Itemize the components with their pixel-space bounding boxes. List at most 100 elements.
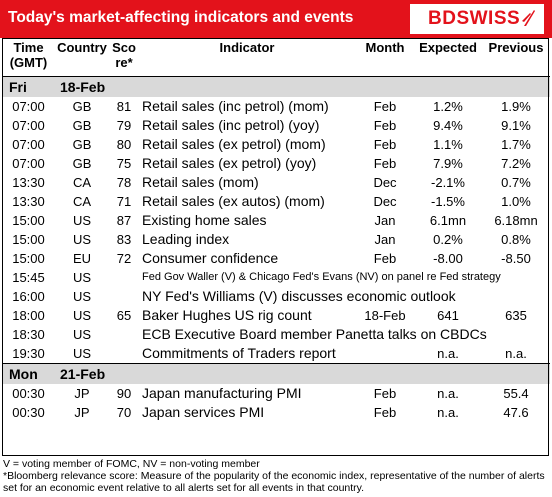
cell-previous: 1.0% — [501, 194, 531, 209]
cell-time: 07:00 — [12, 99, 45, 114]
cell-previous: 9.1% — [501, 118, 531, 133]
cell-expected: 6.1mn — [429, 213, 467, 228]
logo-text: BDSWISS — [428, 8, 521, 29]
footnote-score: *Bloomberg relevance score: Measure of t… — [3, 470, 545, 494]
col-header-indicator: Indicator — [219, 40, 275, 55]
cell-previous: 1.7% — [501, 137, 531, 152]
cell-expected: n.a. — [437, 405, 459, 420]
cell-time: 18:30 — [12, 327, 45, 342]
cell-indicator: Retail sales (ex autos) (mom) — [142, 193, 325, 209]
cell-score: 75 — [116, 156, 132, 171]
day-date: 18-Feb — [54, 76, 138, 97]
day-filler — [138, 363, 550, 384]
cell-expected: 7.9% — [433, 156, 463, 171]
table-row: 18:00 US 65 Baker Hughes US rig count 18-Feb… — [3, 306, 550, 325]
cell-score: 87 — [116, 213, 132, 228]
cell-score — [110, 344, 138, 364]
cell-month: Dec — [373, 175, 397, 190]
day-row: Mon 21-Feb — [3, 363, 550, 384]
cell-country: US — [72, 289, 92, 304]
cell-expected: 0.2% — [433, 232, 463, 247]
cell-indicator: NY Fed's Williams (V) discusses economic… — [142, 288, 456, 304]
table-row: 00:30 JP 90 Japan manufacturing PMI Feb n.a. 5… — [3, 384, 550, 403]
cell-expected: -8.00 — [433, 251, 463, 266]
cell-country: US — [72, 213, 92, 228]
day-name: Mon — [3, 363, 54, 384]
table-row: 15:45 US Fed Gov Waller (V) & Chicago Fed'… — [3, 268, 550, 287]
cell-expected: 1.2% — [433, 99, 463, 114]
cell-indicator: Fed Gov Waller (V) & Chicago Fed's Evans… — [142, 271, 501, 283]
cell-score: 65 — [116, 308, 132, 323]
cell-indicator: Retail sales (inc petrol) (mom) — [142, 98, 329, 114]
col-header-time: Time (GMT) — [9, 40, 48, 70]
cell-score: 78 — [116, 175, 132, 190]
cell-time: 15:00 — [12, 213, 45, 228]
cell-expected: n.a. — [437, 386, 459, 401]
cell-month: Feb — [373, 156, 397, 171]
cell-score: 79 — [116, 118, 132, 133]
cell-country: US — [72, 346, 92, 361]
cell-time: 18:00 — [12, 308, 45, 323]
cell-time: 00:30 — [12, 405, 45, 420]
cell-country: GB — [72, 156, 92, 171]
cell-score: 72 — [116, 251, 132, 266]
cell-country: GB — [72, 99, 92, 114]
col-header-country: Country — [57, 40, 107, 55]
cell-month: Feb — [373, 99, 397, 114]
cell-previous: n.a. — [505, 346, 527, 361]
cell-time: 13:30 — [12, 175, 45, 190]
cell-indicator: Existing home sales — [142, 212, 267, 228]
cell-indicator: Retail sales (ex petrol) (yoy) — [142, 155, 317, 171]
cell-month: Dec — [373, 194, 397, 209]
cell-month: Feb — [373, 405, 397, 420]
cell-expected: -2.1% — [431, 175, 465, 190]
cell-score: 90 — [116, 386, 132, 401]
page-title: Today's market-affecting indicators and … — [8, 9, 354, 26]
cell-previous: 1.9% — [501, 99, 531, 114]
cell-country: CA — [72, 194, 92, 209]
cell-expected: 641 — [437, 308, 459, 323]
cell-indicator: Leading index — [142, 231, 230, 247]
cell-previous: 0.8% — [501, 232, 531, 247]
cell-time: 07:00 — [12, 118, 45, 133]
cell-time: 15:45 — [12, 270, 45, 285]
cell-score: 81 — [116, 99, 132, 114]
table-row: 07:00 GB 79 Retail sales (inc petrol) (yoy)… — [3, 116, 550, 135]
cell-expected: 1.1% — [433, 137, 463, 152]
cell-indicator: Baker Hughes US rig count — [142, 307, 312, 323]
cell-score: 80 — [116, 137, 132, 152]
day-filler — [138, 76, 550, 97]
cell-expected: -1.5% — [431, 194, 465, 209]
col-header-month: Month — [365, 40, 405, 55]
cell-indicator: Commitments of Traders report — [142, 345, 336, 361]
cell-month: 18-Feb — [364, 308, 406, 323]
cell-month: Jan — [374, 232, 396, 247]
cell-indicator: Japan services PMI — [142, 404, 265, 420]
table-row: 18:30 US ECB Executive Board member Panett… — [3, 325, 550, 344]
day-date: 21-Feb — [54, 363, 138, 384]
cell-indicator: Retail sales (inc petrol) (yoy) — [142, 117, 320, 133]
cell-time: 13:30 — [12, 194, 45, 209]
cell-previous: 6.18mn — [494, 213, 538, 228]
cell-month: Feb — [373, 118, 397, 133]
cell-score: 71 — [116, 194, 132, 209]
table-row: 19:30 US Commitments of Traders report n.a.… — [3, 344, 550, 364]
cell-country: US — [72, 270, 92, 285]
cell-time: 07:00 — [12, 156, 45, 171]
header-bar: Today's market-affecting indicators and … — [0, 0, 552, 38]
cell-previous: -8.50 — [501, 251, 531, 266]
brand-logo: BDSWISS — [410, 4, 544, 34]
cell-previous: 635 — [505, 308, 527, 323]
cell-country: EU — [72, 251, 92, 266]
cell-time: 15:00 — [12, 232, 45, 247]
cell-month: Feb — [373, 386, 397, 401]
cell-country: US — [72, 327, 92, 342]
table-row: 15:00 US 87 Existing home sales Jan 6.1mn 6.18… — [3, 211, 550, 230]
events-table: Time (GMT) Country Sco re* Indicator Month… — [3, 38, 550, 422]
cell-indicator: ECB Executive Board member Panetta talks… — [142, 326, 487, 342]
cell-indicator: Consumer confidence — [142, 250, 279, 266]
cell-country: CA — [72, 175, 92, 190]
cell-score — [110, 287, 138, 306]
day-row: Fri 18-Feb — [3, 76, 550, 97]
cell-month: Feb — [373, 251, 397, 266]
